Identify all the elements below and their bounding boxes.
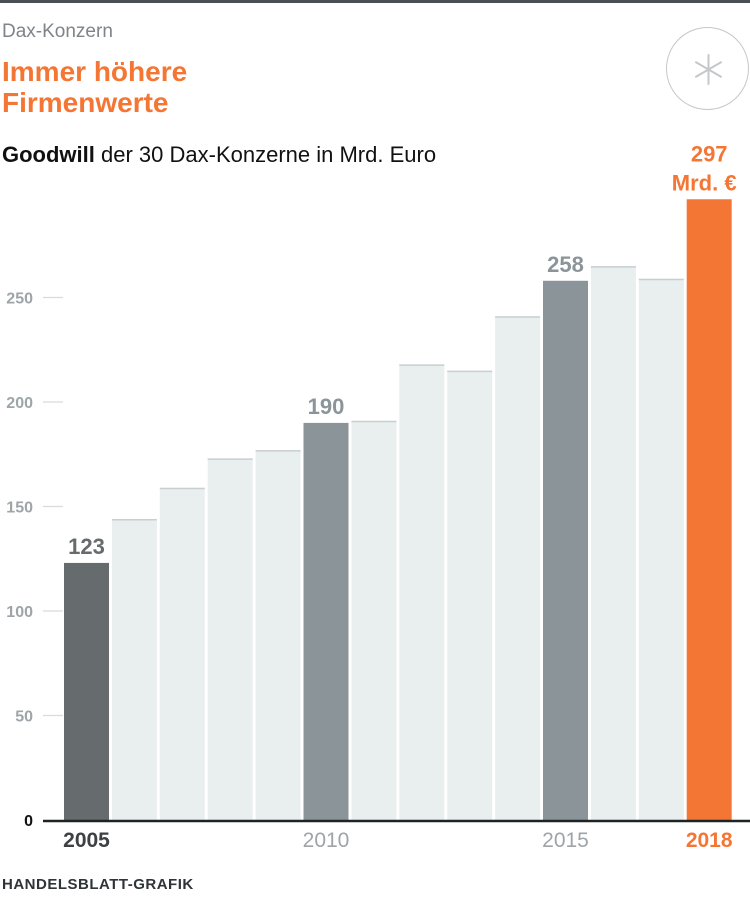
asterisk-icon [666, 27, 749, 110]
subtitle-bold: Goodwill [2, 142, 95, 167]
bar-2007 [159, 487, 205, 820]
chart-subtitle: Goodwill der 30 Dax-Konzerne in Mrd. Eur… [2, 142, 436, 168]
x-tick-label: 2010 [303, 829, 350, 852]
y-tick-label: 200 [6, 395, 33, 412]
title-line-2: Firmenwerte [2, 87, 169, 118]
source-credit: HANDELSBLATT-GRAFIK [2, 876, 194, 893]
kicker: Dax-Konzern [2, 21, 113, 42]
page-title: Immer höhere Firmenwerte [2, 56, 187, 118]
bar-2006 [111, 519, 157, 820]
bar-2010 [303, 422, 349, 820]
bar-2009 [255, 450, 301, 820]
title-line-1: Immer höhere [2, 56, 188, 87]
x-tick-label: 2005 [63, 829, 110, 852]
y-tick-label: 0 [24, 813, 33, 830]
bar-2016 [590, 266, 636, 820]
data-label: 190 [308, 394, 345, 419]
y-tick-label: 100 [6, 604, 33, 621]
bar-2011 [351, 420, 397, 820]
data-label: Mrd. € [672, 170, 737, 195]
bar-2008 [207, 458, 253, 820]
bar-2015 [543, 280, 588, 820]
y-tick-label: 250 [6, 291, 33, 308]
bar-2018 [686, 199, 732, 820]
subtitle-rest: der 30 Dax-Konzerne in Mrd. Euro [101, 142, 437, 167]
bar-2005 [64, 562, 109, 820]
y-tick-label: 50 [15, 709, 33, 726]
x-tick-label: 2018 [686, 829, 733, 852]
data-label: 123 [68, 534, 105, 559]
bar-2014 [495, 316, 541, 820]
bar-2012 [399, 364, 445, 820]
data-label: 297 [691, 141, 728, 166]
bar-2013 [447, 370, 493, 820]
data-label: 258 [547, 252, 584, 277]
top-rule [0, 0, 750, 3]
x-tick-label: 2015 [542, 829, 589, 852]
bar-2017 [638, 278, 684, 820]
y-tick-label: 150 [6, 500, 33, 517]
